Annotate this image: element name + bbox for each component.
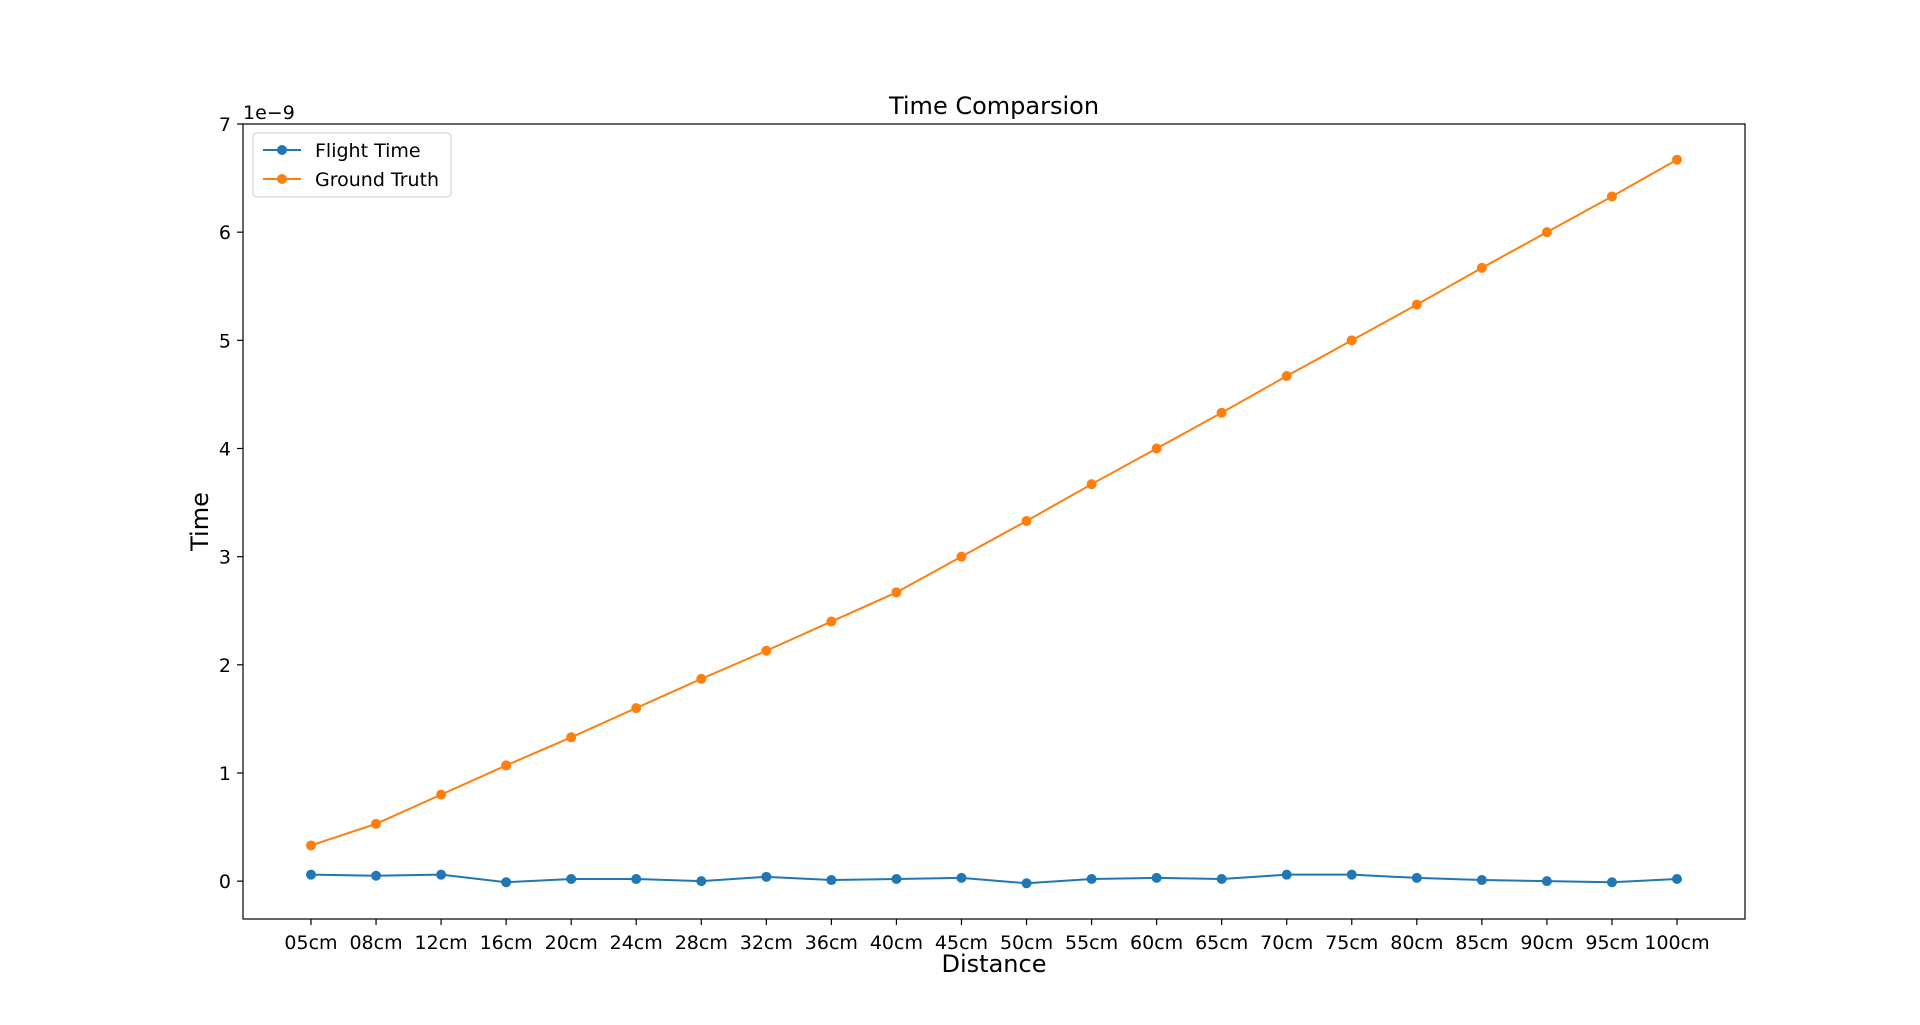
data-point [1151,872,1162,883]
data-point [631,703,642,714]
x-tick-label: 75cm [1325,932,1378,954]
x-tick-label: 45cm [935,932,988,954]
data-point [696,673,707,684]
data-point [826,875,837,886]
data-point [1476,875,1487,886]
data-point [1281,869,1292,880]
data-point [891,587,902,598]
legend-marker [277,174,287,184]
data-point [826,616,837,627]
data-point [371,870,382,881]
legend-label: Ground Truth [315,169,439,191]
data-point [501,760,512,771]
legend-entries: Flight Time Ground Truth [263,140,439,191]
x-tick-label: 32cm [740,932,793,954]
x-tick-label: 05cm [284,932,337,954]
y-axis-offset-label: 1e−9 [243,102,295,124]
x-axis-ticks: 05cm 08cm 12cm 16cm 20cm 24cm 28cm 32cm 36cm 40cm… [284,919,1710,954]
data-point [1541,227,1552,238]
data-point [891,873,902,884]
series-line [310,158,1678,847]
x-tick-label: 80cm [1390,932,1443,954]
data-point [306,840,316,851]
series-line [310,873,1678,885]
x-tick-label: 50cm [1000,932,1053,954]
data-point [1086,873,1097,884]
y-tick-label: 0 [219,871,231,893]
y-tick-label: 1 [219,763,231,785]
series-layer [306,154,1682,889]
x-tick-label: 40cm [870,932,923,954]
plot-area-frame [242,123,1746,920]
data-point [436,789,447,800]
data-point [1672,154,1682,165]
data-point [1151,443,1162,454]
data-point [1281,371,1292,382]
data-point [1086,479,1097,490]
x-tick-label: 100cm [1644,932,1709,954]
data-point [1541,876,1552,887]
data-point [501,877,512,888]
legend-box [252,132,452,198]
data-point [1346,335,1357,346]
data-point [1021,515,1032,526]
y-tick-label: 4 [219,438,231,460]
data-point [436,869,447,880]
data-point [631,873,642,884]
x-axis-label: Distance [942,950,1047,978]
x-tick-label: 28cm [675,932,728,954]
data-point [1476,262,1487,273]
data-point [1672,873,1682,884]
series-1 [306,154,1682,851]
y-axis-ticks: 0 1 2 3 4 5 6 7 [219,114,243,893]
x-tick-label: 36cm [805,932,858,954]
data-point [696,876,707,887]
x-tick-label: 70cm [1260,932,1313,954]
data-point [371,818,382,829]
x-tick-label: 85cm [1455,932,1508,954]
y-tick-label: 3 [219,547,231,569]
data-point [1411,872,1422,883]
y-tick-label: 7 [219,114,231,136]
legend-marker [277,145,287,155]
y-tick-label: 5 [219,330,231,352]
data-point [306,869,316,880]
data-point [1606,877,1617,888]
x-tick-label: 95cm [1585,932,1638,954]
data-point [566,732,577,743]
x-tick-label: 12cm [415,932,468,954]
legend-label: Flight Time [315,140,421,162]
legend-entry: Ground Truth [263,169,439,191]
x-tick-label: 55cm [1065,932,1118,954]
x-tick-label: 20cm [545,932,598,954]
data-point [956,872,967,883]
y-tick-label: 2 [219,655,231,677]
y-tick-label: 6 [219,222,231,244]
data-point [1346,869,1357,880]
y-axis-label: Time [186,492,214,552]
x-tick-label: 16cm [480,932,533,954]
data-point [1216,873,1227,884]
series-0 [306,869,1682,889]
data-point [761,871,772,882]
chart-title: Time Comparsion [888,92,1099,120]
legend: Flight Time Ground Truth [252,132,452,198]
x-tick-label: 24cm [610,932,663,954]
data-point [1021,878,1032,889]
data-point [1411,299,1422,310]
data-point [1606,191,1617,202]
data-point [1216,407,1227,418]
data-point [761,645,772,656]
x-tick-label: 60cm [1130,932,1183,954]
x-tick-label: 08cm [349,932,402,954]
x-tick-label: 65cm [1195,932,1248,954]
data-point [956,551,967,562]
data-point [566,873,577,884]
legend-entry: Flight Time [263,140,421,162]
x-tick-label: 90cm [1520,932,1573,954]
